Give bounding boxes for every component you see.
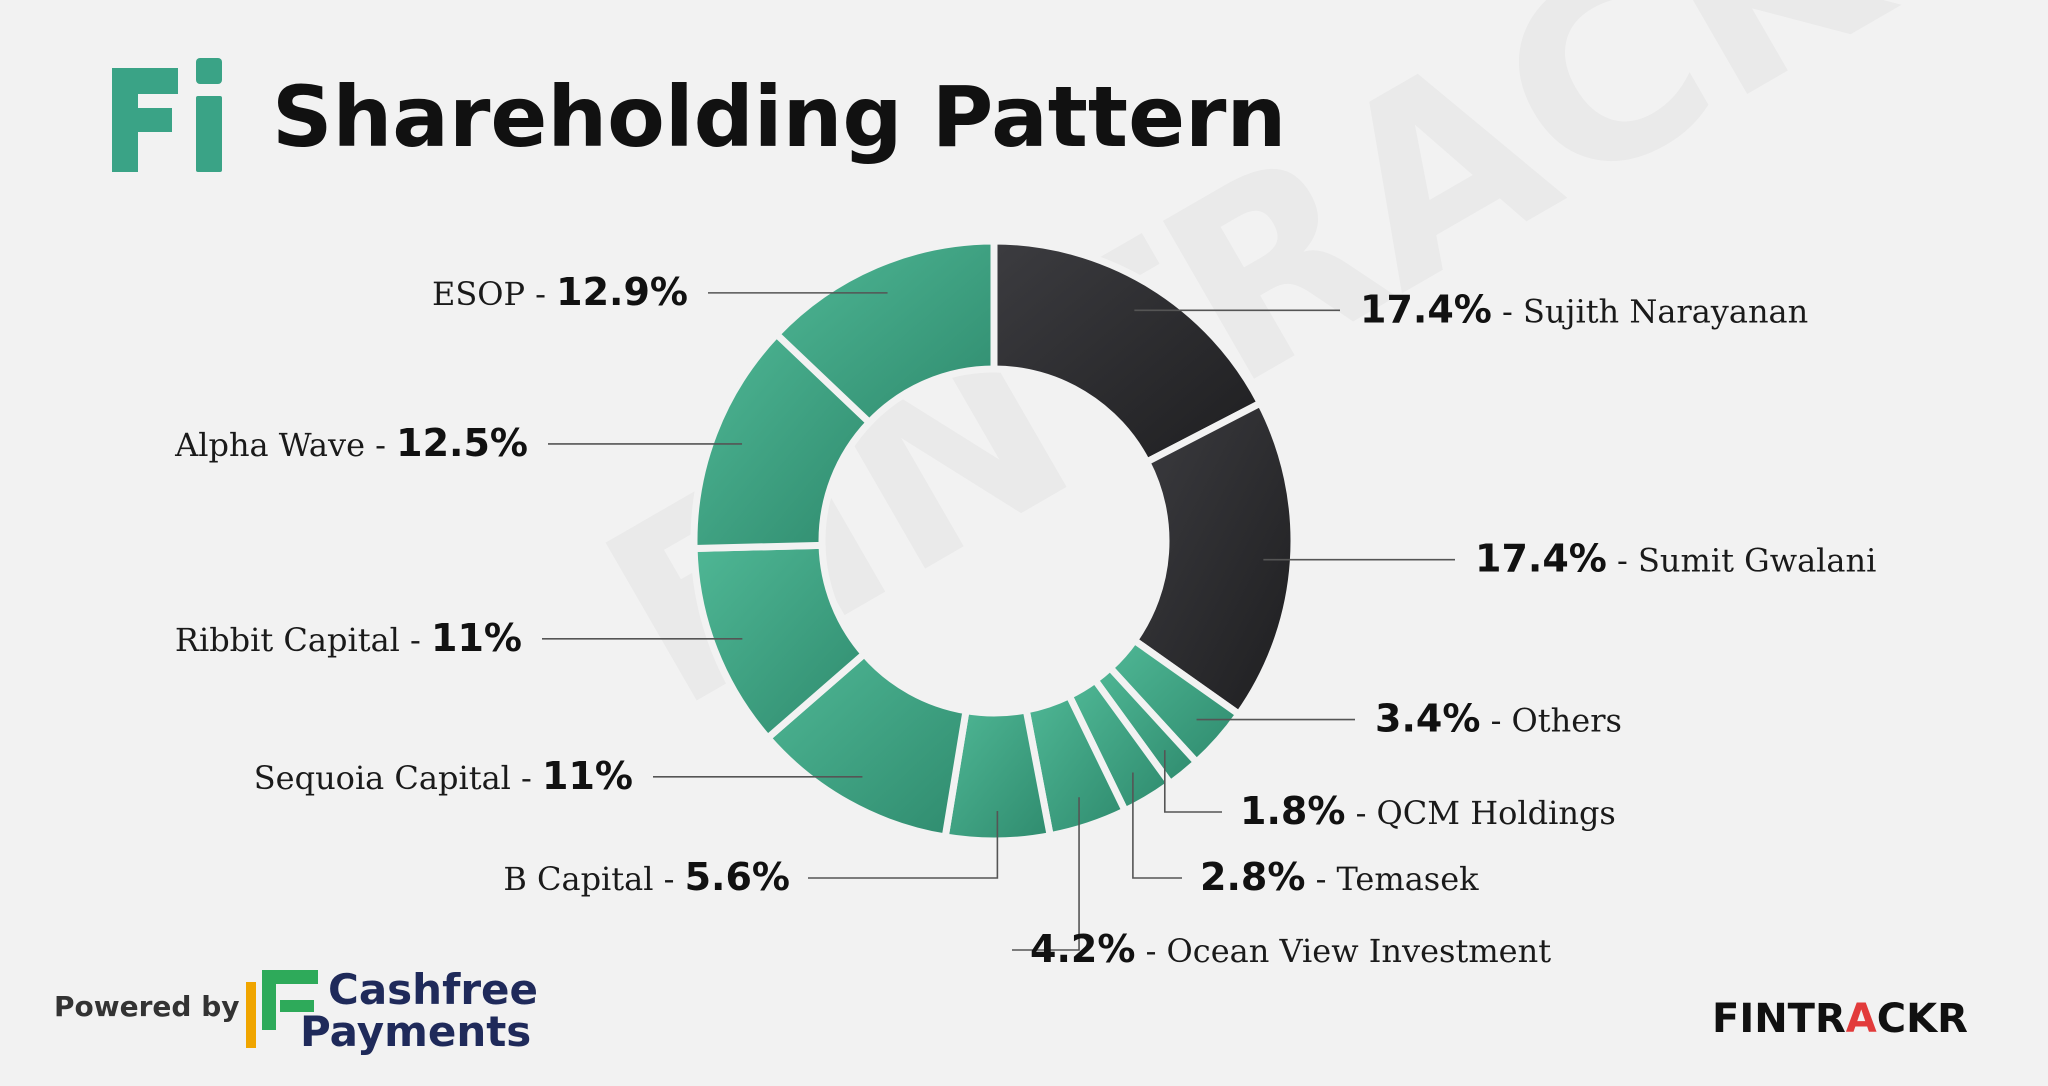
page-title: Shareholding Pattern bbox=[272, 68, 1286, 166]
slice-label: 3.4% - Others bbox=[1375, 697, 1622, 741]
slice-percent: 17.4% bbox=[1475, 537, 1607, 581]
slice-name: Sequoia Capital - bbox=[254, 759, 542, 797]
slice-percent: 1.8% bbox=[1240, 789, 1345, 833]
donut-slice-sujith-narayanan bbox=[990, 237, 1266, 467]
slice-name: ESOP - bbox=[432, 275, 556, 313]
slice-percent: 12.9% bbox=[556, 270, 688, 314]
slice-label: B Capital - 5.6% bbox=[503, 855, 790, 899]
slice-percent: 11% bbox=[431, 616, 522, 660]
slice-percent: 4.2% bbox=[1030, 927, 1135, 971]
slice-name: B Capital - bbox=[503, 860, 684, 898]
slice-name: - QCM Holdings bbox=[1345, 794, 1615, 832]
slice-name: - Temasek bbox=[1305, 860, 1479, 898]
slice-percent: 12.5% bbox=[396, 421, 528, 465]
slice-name: - Sumit Gwalani bbox=[1607, 542, 1876, 580]
slice-label: ESOP - 12.9% bbox=[432, 270, 688, 314]
slice-percent: 11% bbox=[542, 754, 633, 798]
slice-label: 4.2% - Ocean View Investment bbox=[1030, 927, 1551, 971]
fi-logo: Fi bbox=[112, 58, 222, 172]
slice-name: Ribbit Capital - bbox=[175, 621, 431, 659]
sponsor-name-line1: Cashfree bbox=[328, 965, 538, 1014]
brand-part-2: CKR bbox=[1877, 996, 1968, 1042]
fintrackr-brand: FINTRACKR bbox=[1712, 996, 1968, 1042]
slice-name: Alpha Wave - bbox=[174, 426, 396, 464]
slice-percent: 3.4% bbox=[1375, 697, 1480, 741]
slice-percent: 17.4% bbox=[1360, 287, 1492, 331]
slice-label: Sequoia Capital - 11% bbox=[254, 754, 633, 798]
leader-line bbox=[1163, 750, 1222, 813]
brand-part-1: FINTR bbox=[1712, 996, 1846, 1042]
sponsor-name-line2: Payments bbox=[300, 1007, 531, 1056]
slice-percent: 5.6% bbox=[685, 855, 790, 899]
slice-label: 17.4% - Sumit Gwalani bbox=[1475, 537, 1876, 581]
slice-label: Alpha Wave - 12.5% bbox=[174, 421, 528, 465]
slice-label: 2.8% - Temasek bbox=[1200, 855, 1479, 899]
leader-line bbox=[1132, 772, 1182, 879]
cashfree-logo-icon bbox=[246, 970, 318, 1048]
donut-chart bbox=[690, 237, 1298, 845]
donut-slice-esop bbox=[771, 237, 998, 428]
brand-part-accent: A bbox=[1846, 996, 1877, 1042]
donut-slice-sumit-gwalani bbox=[1129, 398, 1298, 720]
powered-by-label: Powered by bbox=[54, 990, 240, 1023]
slice-name: - Ocean View Investment bbox=[1135, 932, 1551, 970]
leader-line bbox=[808, 810, 999, 879]
slice-label: 17.4% - Sujith Narayanan bbox=[1360, 287, 1808, 331]
leader-line bbox=[1012, 797, 1080, 951]
slice-label: 1.8% - QCM Holdings bbox=[1240, 789, 1616, 833]
slice-label: Ribbit Capital - 11% bbox=[175, 616, 522, 660]
slice-name: - Others bbox=[1480, 702, 1622, 740]
slice-percent: 2.8% bbox=[1200, 855, 1305, 899]
slice-name: - Sujith Narayanan bbox=[1492, 292, 1808, 330]
